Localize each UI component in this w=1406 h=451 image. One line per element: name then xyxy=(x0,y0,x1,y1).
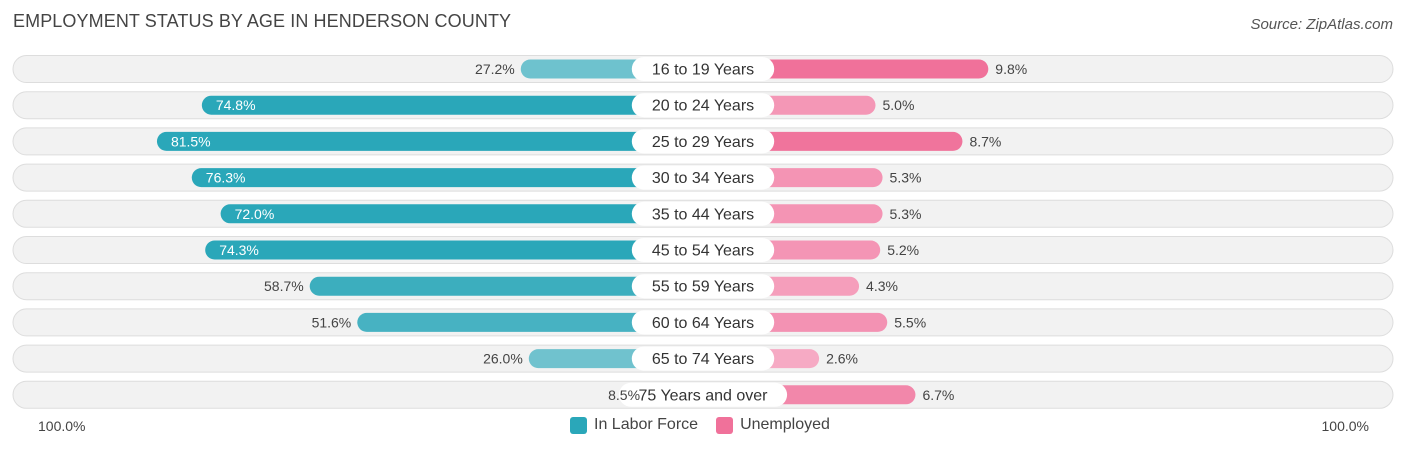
value-label-labor: 74.8% xyxy=(216,97,256,113)
category-pill xyxy=(631,165,775,190)
chart-row: 30 to 34 Years 76.3% 5.3% xyxy=(12,163,1394,192)
value-label-unemployed: 5.0% xyxy=(883,97,915,113)
legend-label-labor: In Labor Force xyxy=(594,416,699,433)
category-label: 16 to 19 Years xyxy=(652,62,754,79)
category-label: 25 to 29 Years xyxy=(652,134,754,151)
category-pill xyxy=(631,201,775,226)
value-label-labor: 81.5% xyxy=(171,133,211,149)
bar-labor xyxy=(191,168,704,188)
legend-label-unemployed: Unemployed xyxy=(740,416,830,433)
category-pill xyxy=(618,382,788,407)
category-pill xyxy=(631,93,775,118)
category-pill xyxy=(631,57,775,81)
chart-row: 45 to 54 Years 74.3% 5.2% xyxy=(12,236,1394,264)
value-label-labor: 74.3% xyxy=(219,242,259,258)
value-label-labor: 26.0% xyxy=(483,351,523,367)
bar-labor xyxy=(201,95,703,115)
legend: In Labor Force Unemployed xyxy=(570,416,848,434)
category-label: 30 to 34 Years xyxy=(652,170,754,187)
legend-item-labor: In Labor Force xyxy=(570,416,698,434)
value-label-unemployed: 5.5% xyxy=(894,314,926,330)
category-label: 65 to 74 Years xyxy=(652,351,754,368)
chart-row: 55 to 59 Years 58.7% 4.3% xyxy=(12,272,1394,301)
bar-labor xyxy=(205,240,703,260)
legend-swatch-labor xyxy=(570,416,587,434)
category-label: 35 to 44 Years xyxy=(652,206,754,223)
bar-labor xyxy=(220,204,703,224)
chart-row: 25 to 29 Years 81.5% 8.7% xyxy=(12,127,1394,156)
category-pill xyxy=(631,346,775,371)
value-label-labor: 58.7% xyxy=(264,278,304,294)
category-pill xyxy=(631,274,775,299)
value-label-unemployed: 5.2% xyxy=(887,242,919,258)
value-label-labor: 8.5% xyxy=(608,387,640,403)
value-label-labor: 72.0% xyxy=(235,206,275,222)
chart-title: EMPLOYMENT STATUS BY AGE IN HENDERSON CO… xyxy=(13,11,512,31)
value-label-unemployed: 5.3% xyxy=(890,206,922,222)
value-label-unemployed: 6.7% xyxy=(922,387,954,403)
chart-row: 60 to 64 Years 51.6% 5.5% xyxy=(12,308,1394,337)
chart-row: 35 to 44 Years 72.0% 5.3% xyxy=(12,199,1394,228)
value-label-unemployed: 4.3% xyxy=(866,278,898,294)
value-label-unemployed: 8.7% xyxy=(969,133,1001,149)
category-pill xyxy=(631,310,775,335)
legend-swatch-unemployed xyxy=(716,416,734,434)
category-pill xyxy=(631,238,775,262)
category-label: 55 to 59 Years xyxy=(652,279,754,296)
chart-row: 65 to 74 Years 26.0% 2.6% xyxy=(12,344,1394,373)
source-label: Source: ZipAtlas.com xyxy=(1250,16,1393,33)
value-label-labor: 51.6% xyxy=(312,314,352,330)
category-label: 45 to 54 Years xyxy=(652,243,754,260)
value-label-labor: 76.3% xyxy=(206,170,246,186)
axis-left-label: 100.0% xyxy=(38,418,86,434)
bar-labor xyxy=(357,312,703,332)
chart-row: 16 to 19 Years 27.2% 9.8% xyxy=(12,55,1394,83)
chart-row: 20 to 24 Years 74.8% 5.0% xyxy=(12,91,1394,120)
axis-right-label: 100.0% xyxy=(1321,418,1369,434)
category-label: 75 Years and over xyxy=(639,387,769,404)
value-label-unemployed: 9.8% xyxy=(995,61,1027,77)
bar-labor xyxy=(309,276,703,296)
value-label-unemployed: 5.3% xyxy=(890,170,922,186)
bar-labor xyxy=(156,131,703,151)
category-label: 60 to 64 Years xyxy=(652,315,754,332)
value-label-unemployed: 2.6% xyxy=(826,351,858,367)
category-label: 20 to 24 Years xyxy=(652,98,754,115)
bar-unemployed xyxy=(703,59,989,79)
legend-item-unemployed: Unemployed xyxy=(716,416,830,434)
value-label-labor: 27.2% xyxy=(475,61,515,77)
category-pill xyxy=(631,129,775,154)
